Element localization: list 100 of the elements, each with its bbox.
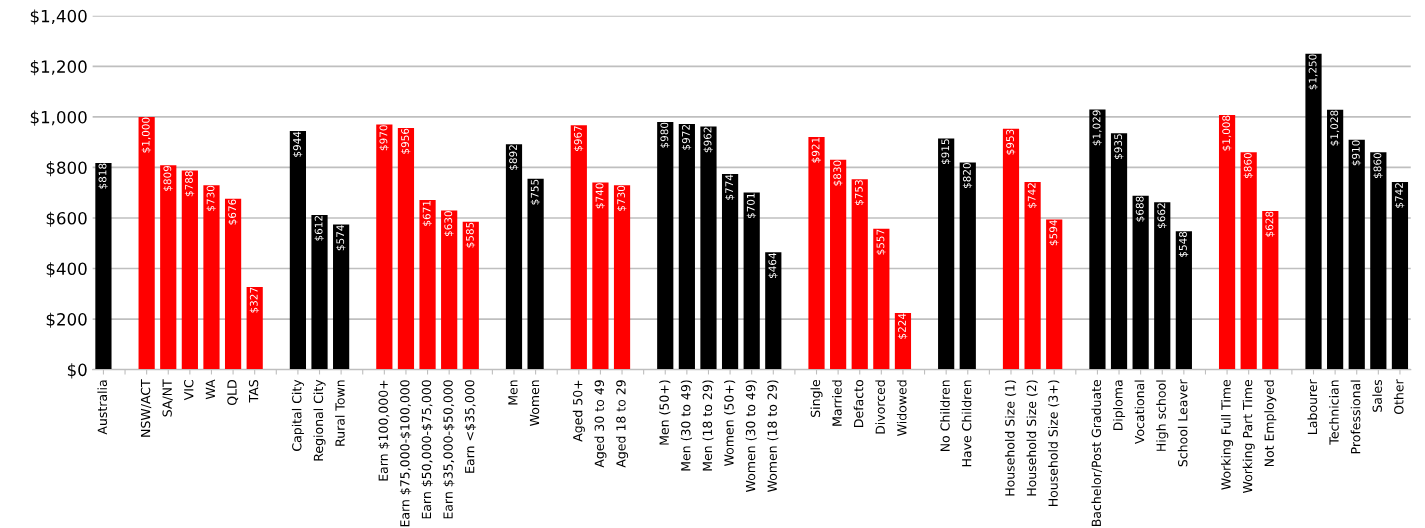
data-label: $327 (249, 287, 260, 313)
x-tick-label: Technician (1329, 380, 1339, 445)
bar (160, 165, 177, 370)
bar (138, 116, 155, 370)
bar (1262, 210, 1279, 370)
x-tick-label: Capital City (291, 379, 304, 451)
bar (700, 126, 717, 370)
x-tick-label: Women (30 to 49) (745, 380, 757, 492)
bar (441, 210, 458, 370)
bar (1175, 231, 1192, 370)
x-tick-label: Working Full Time (1221, 379, 1234, 490)
x-tick-label: High school (1156, 380, 1169, 451)
x-tick-label: Aged 18 to 29 (615, 380, 629, 468)
x-tick-label: Rural Town (335, 380, 345, 446)
bar (765, 252, 782, 370)
x-tick-label: TAS (248, 380, 259, 403)
data-label: $970 (379, 125, 389, 151)
x-tick-label: Divorced (875, 380, 885, 434)
x-tick-label: Not Employed (1264, 380, 1277, 467)
y-tick-label: $800 (46, 161, 87, 177)
data-label: $860 (1373, 152, 1383, 178)
bar (873, 228, 890, 370)
y-tick-label: $1,400 (30, 9, 87, 25)
bar (938, 138, 955, 370)
x-tick-label: Working Part Time (1242, 379, 1255, 494)
x-tick-label: NSW/ACT (140, 379, 152, 437)
bar (1046, 219, 1063, 370)
x-tick-label: School Leaver (1177, 379, 1188, 467)
data-label: $809 (163, 165, 173, 191)
x-tick-label: Sales (1372, 379, 1382, 412)
bar (592, 182, 609, 370)
data-label: $967 (573, 126, 584, 151)
x-tick-label: SA/NT (162, 379, 173, 417)
x-tick-label: Aged 30 to 49 (594, 380, 607, 468)
data-label: $910 (1351, 140, 1362, 166)
data-label: $1,008 (1222, 115, 1232, 151)
x-tick-label: Women (529, 380, 540, 426)
data-label: $701 (746, 193, 757, 219)
x-tick-label: Women (50+) (724, 380, 736, 467)
x-tick-label: QLD (227, 380, 239, 406)
x-tick-label: Men (18 to 29) (702, 380, 714, 471)
bar (224, 198, 242, 370)
data-label: $1,250 (1308, 54, 1318, 90)
bar (419, 200, 436, 370)
data-label: $730 (617, 185, 627, 211)
data-label: $972 (681, 125, 692, 150)
bar (397, 128, 415, 370)
bar (333, 224, 350, 370)
bar (1089, 109, 1106, 370)
x-tick-label: Earn $100,000+ (378, 380, 390, 481)
bar (1391, 182, 1409, 370)
x-tick-label: Widowed (896, 380, 907, 436)
data-label: $557 (876, 229, 886, 255)
bar (181, 170, 198, 370)
x-tick-label: WA (205, 379, 215, 400)
x-tick-label: Professional (1350, 380, 1361, 454)
x-tick-label: Household Size (3+) (1048, 380, 1060, 507)
bar (894, 313, 912, 370)
data-label: $585 (465, 222, 476, 248)
data-label: $464 (768, 252, 778, 278)
x-tick-label: Defacto (853, 380, 864, 427)
data-label: $630 (444, 211, 454, 237)
bar (246, 286, 263, 370)
bar (203, 185, 220, 370)
data-label: $953 (1005, 129, 1016, 155)
data-label: $956 (400, 128, 411, 154)
x-tick-label: Regional City (313, 379, 326, 461)
bar (1240, 152, 1257, 370)
x-tick-label: Household Size (1) (1004, 380, 1017, 496)
x-tick-label: Diploma (1112, 380, 1126, 431)
x-tick-label: Aged 50+ (572, 380, 585, 442)
data-label: $742 (1027, 183, 1038, 208)
x-tick-label: Earn $35,000-$50,000 (443, 380, 455, 519)
x-tick-label: Have Children (961, 380, 972, 467)
data-label: $818 (98, 163, 108, 189)
bar (613, 185, 631, 370)
x-tick-label: Household Size (2) (1026, 380, 1038, 496)
bar (1154, 202, 1171, 370)
bar (462, 221, 479, 370)
data-label: $574 (336, 225, 346, 251)
bar (376, 124, 393, 370)
y-tick-label: $1,000 (30, 110, 87, 126)
x-tick-label: Earn <$35,000 (464, 380, 477, 473)
data-label: $224 (897, 313, 908, 339)
data-label: $1,028 (1330, 110, 1340, 146)
x-tick-label: Men (508, 380, 518, 405)
x-tick-label: Bachelor/Post Graduate (1091, 379, 1103, 526)
y-tick-label: $600 (46, 211, 87, 227)
data-label: $612 (314, 216, 324, 241)
data-label: $730 (206, 185, 216, 211)
bar (1305, 53, 1322, 370)
bar (505, 144, 523, 370)
data-label: $594 (1049, 220, 1059, 246)
bar (311, 214, 328, 370)
bar (808, 136, 825, 370)
data-label: $962 (703, 127, 713, 153)
x-tick-label: Earn $75,000-$100,000 (399, 380, 412, 527)
bar (289, 131, 307, 370)
y-tick-label: $0 (67, 363, 87, 379)
bar (1132, 195, 1149, 370)
